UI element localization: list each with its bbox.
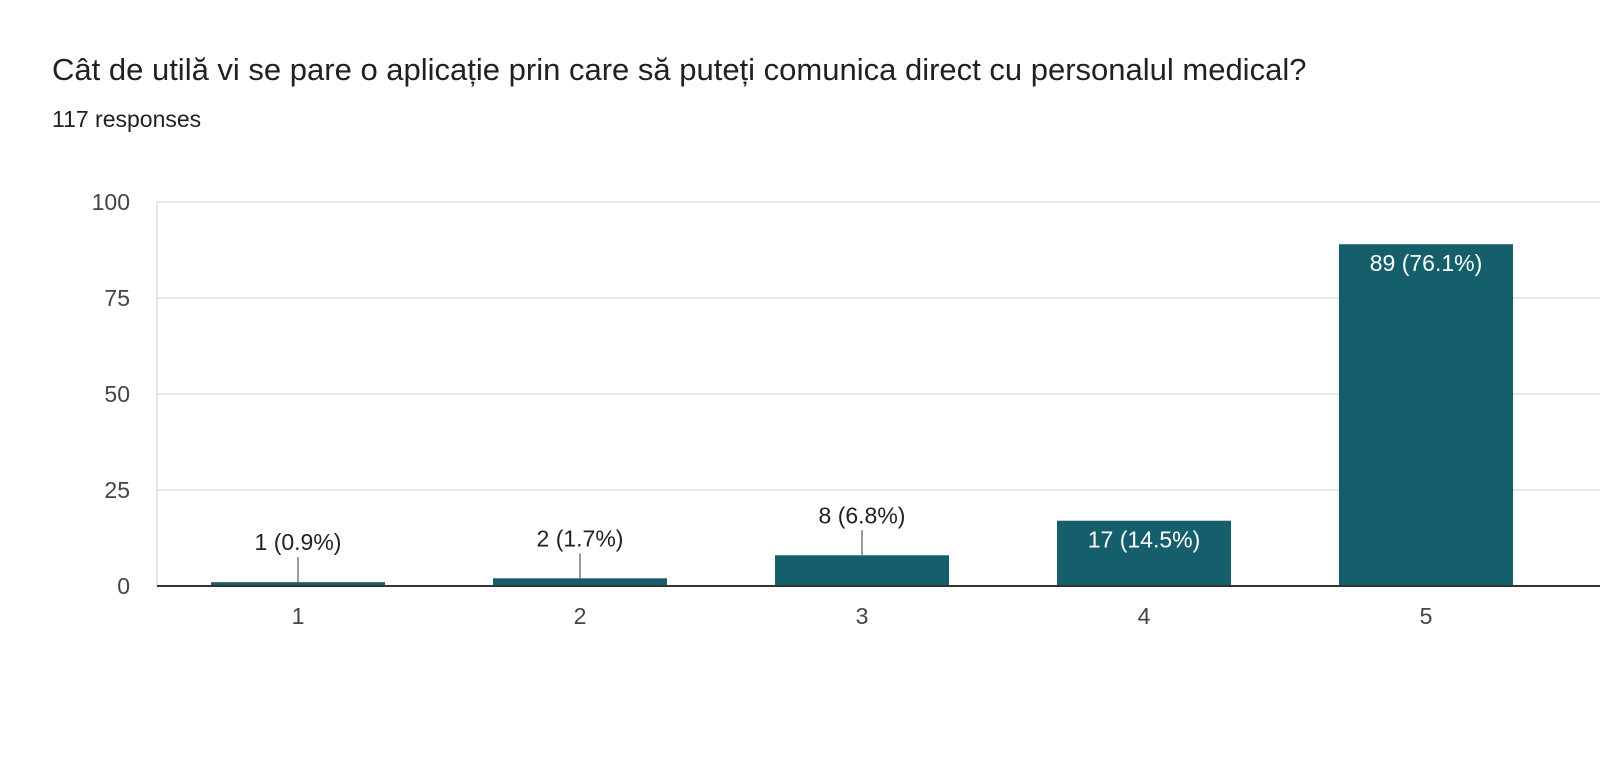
x-tick-label: 3 (856, 603, 869, 629)
data-label: 17 (14.5%) (1088, 527, 1201, 553)
x-tick-label: 4 (1138, 603, 1151, 629)
y-tick-label: 100 (92, 189, 130, 215)
bar (1057, 520, 1231, 586)
x-tick-label: 1 (292, 603, 305, 629)
data-label: 2 (1.7%) (537, 525, 624, 551)
y-tick-label: 25 (104, 477, 130, 503)
data-label: 89 (76.1%) (1370, 250, 1483, 276)
y-tick-label: 0 (117, 573, 130, 599)
data-label: 1 (0.9%) (255, 529, 342, 555)
chart-title: Cât de utilă vi se pare o aplicație prin… (52, 52, 1307, 87)
data-labels: 1 (0.9%) 2 (1.7%) 8 (6.8%) 17 (14.5%) 89 (76… (255, 250, 1483, 583)
x-tick-label: 5 (1420, 603, 1433, 629)
response-count: 117 responses (52, 106, 202, 132)
bars (211, 244, 1513, 587)
y-tick-label: 75 (104, 285, 130, 311)
bar (493, 578, 667, 586)
bar (775, 555, 949, 586)
x-axis-ticks: 1 2 3 4 5 (292, 603, 1433, 629)
y-tick-label: 50 (104, 381, 130, 407)
bar (211, 582, 385, 586)
bar (1339, 244, 1513, 587)
data-label: 8 (6.8%) (819, 502, 906, 528)
y-axis-ticks: 0 25 50 75 100 (92, 189, 130, 599)
x-tick-label: 2 (574, 603, 587, 629)
